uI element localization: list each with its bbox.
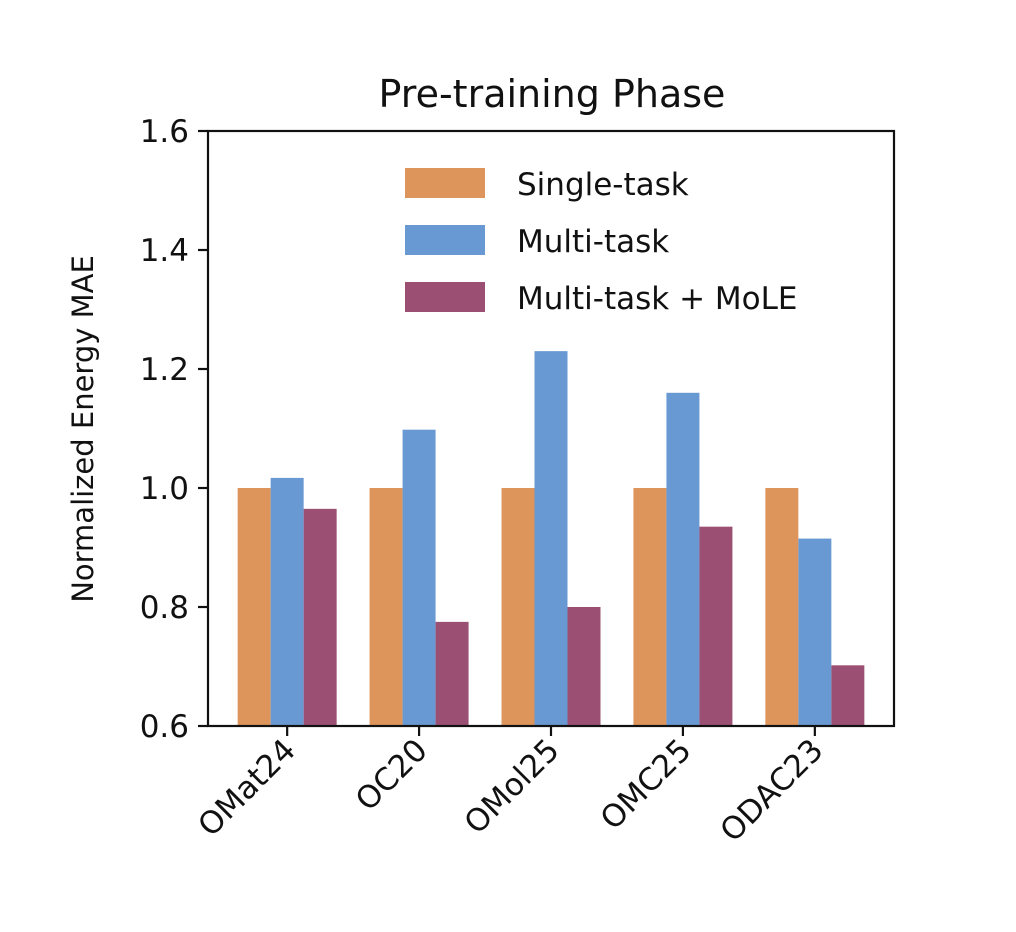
legend-swatch-multi-task — [405, 225, 485, 255]
legend-swatch-single-task — [405, 168, 485, 198]
y-tick-label: 0.6 — [140, 709, 189, 745]
bar-multi-task-odac23 — [798, 538, 832, 726]
plot-frame — [206, 129, 896, 728]
bar-single-task-oc20 — [369, 488, 403, 726]
bar-multi-task-mole-omc25 — [699, 526, 733, 726]
x-tick-label-omol25: OMol25 — [458, 732, 567, 841]
bar-multi-task-omat24 — [270, 477, 304, 726]
x-axis: OMat24 OC20 OMol25 OMC25 ODAC23 — [191, 726, 830, 849]
bar-single-task-omat24 — [237, 488, 271, 726]
y-tick-label: 1.6 — [140, 114, 189, 150]
x-tick-label-omat24: OMat24 — [191, 732, 303, 844]
y-tick-label: 1.2 — [140, 352, 189, 388]
chart-title: Pre-training Phase — [379, 72, 726, 116]
legend-swatch-multi-task-mole — [405, 282, 485, 312]
bar-multi-task-omc25 — [666, 392, 700, 726]
bar-multi-task-mole-omat24 — [303, 508, 337, 726]
bar-multi-task-mole-oc20 — [435, 621, 469, 727]
legend-label: Multi-task — [517, 224, 669, 260]
bar-single-task-omc25 — [633, 488, 667, 726]
y-tick-label: 1.4 — [140, 233, 189, 269]
bar-single-task-omol25 — [501, 488, 535, 726]
bars-group — [237, 351, 865, 727]
x-tick-label-omc25: OMC25 — [594, 732, 699, 837]
legend: Single-task Multi-task Multi-task + MoLE — [405, 167, 797, 317]
y-tick-label: 1.0 — [140, 471, 189, 507]
x-tick-label-oc20: OC20 — [349, 732, 435, 818]
y-tick-label: 0.8 — [140, 590, 189, 626]
bar-multi-task-omol25 — [534, 351, 568, 726]
legend-label: Single-task — [517, 167, 689, 203]
bar-multi-task-mole-odac23 — [831, 665, 865, 726]
bar-single-task-odac23 — [765, 488, 799, 726]
x-tick-label-odac23: ODAC23 — [713, 732, 830, 849]
bar-multi-task-oc20 — [402, 429, 436, 726]
legend-label: Multi-task + MoLE — [517, 281, 797, 317]
y-axis: 0.6 0.8 1.0 1.2 1.4 1.6 — [140, 114, 208, 745]
y-axis-label: Normalized Energy MAE — [66, 255, 100, 603]
bar-multi-task-mole-omol25 — [567, 607, 601, 726]
